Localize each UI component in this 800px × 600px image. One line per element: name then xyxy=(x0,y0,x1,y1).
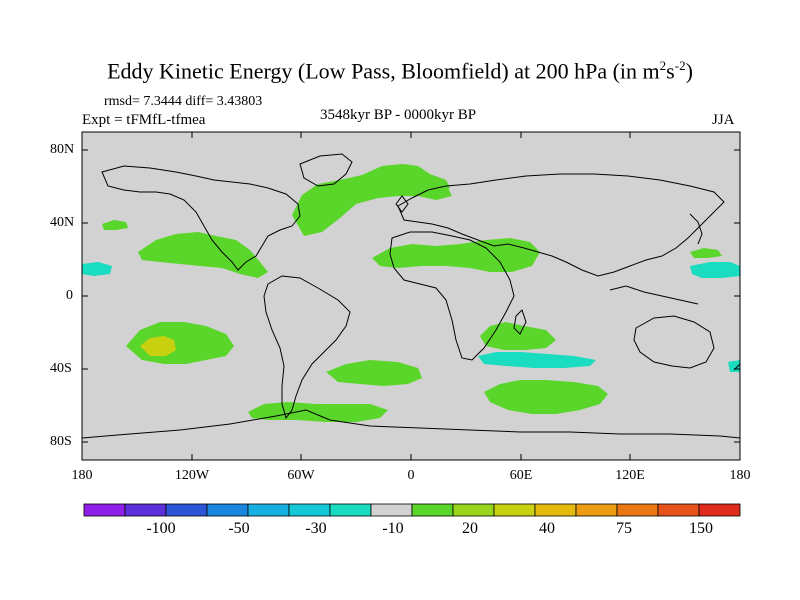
colorbar-swatch xyxy=(698,503,741,517)
lat-label-80s: 80S xyxy=(50,434,72,449)
anomaly-neg-east-pacific xyxy=(82,262,112,276)
lat-label-40s: 40S xyxy=(50,361,72,376)
colorbar-label: -30 xyxy=(305,520,327,537)
lat-label-40n: 40N xyxy=(50,215,75,230)
coast-australia xyxy=(633,315,715,369)
colorbar-label: -50 xyxy=(228,520,250,537)
colorbar xyxy=(83,503,741,517)
colorbar-swatch xyxy=(247,503,290,517)
lon-label-180e: 180 xyxy=(729,468,751,483)
colorbar-swatch xyxy=(452,503,495,517)
colorbar-swatch xyxy=(83,503,126,517)
colorbar-label: -100 xyxy=(146,520,176,537)
colorbar-swatch xyxy=(575,503,618,517)
coast-africa xyxy=(389,231,515,361)
anomaly-south-indian xyxy=(484,380,608,414)
axis-ticks xyxy=(81,132,741,460)
colorbar-swatch xyxy=(370,503,413,517)
colorbar-label: 75 xyxy=(616,520,632,537)
lat-label-80n: 80N xyxy=(50,142,75,157)
anomaly-neg-south-indian xyxy=(478,352,596,368)
colorbar-label: -10 xyxy=(382,520,404,537)
lon-label-120w: 120W xyxy=(174,468,210,483)
map-title: Eddy Kinetic Energy (Low Pass, Bloomfiel… xyxy=(107,58,693,84)
colorbar-swatch xyxy=(329,503,372,517)
anomaly-north-pacific-small xyxy=(102,220,128,230)
coast-japan xyxy=(689,213,703,245)
colorbar-swatch xyxy=(411,503,454,517)
lon-label-180w: 180 xyxy=(71,468,93,483)
anomaly-south-atlantic xyxy=(326,360,422,386)
anomaly-neg-west-pacific xyxy=(690,262,740,278)
lat-label-0: 0 xyxy=(66,288,73,303)
anomaly-north-eurasia xyxy=(376,164,450,192)
coast-eurasia xyxy=(397,173,725,277)
coast-greenland xyxy=(299,153,353,187)
stats-text: rmsd= 7.3444 diff= 3.43803 xyxy=(104,94,263,109)
anomaly-west-pacific-north xyxy=(690,248,722,258)
coast-south-america xyxy=(263,275,351,420)
season-label: JJA xyxy=(712,112,735,128)
colorbar-swatch xyxy=(288,503,331,517)
lon-label-60e: 60E xyxy=(509,468,533,483)
coastlines xyxy=(82,153,740,439)
colorbar-swatch xyxy=(657,503,700,517)
anomaly-subtropical-jet xyxy=(372,238,540,272)
colorbar-label: 20 xyxy=(462,520,478,537)
colorbar-swatch xyxy=(616,503,659,517)
colorbar-swatch xyxy=(165,503,208,517)
anomaly-southern-ocean xyxy=(248,402,388,422)
colorbar-swatch xyxy=(493,503,536,517)
anomaly-africa-south xyxy=(480,322,556,350)
lon-label-60w: 60W xyxy=(287,468,315,483)
coast-indonesia xyxy=(609,285,699,305)
coast-antarctica xyxy=(82,409,740,439)
period-label: 3548kyr BP - 0000kyr BP xyxy=(320,107,477,123)
lon-label-0: 0 xyxy=(407,468,415,483)
experiment-label: Expt = tFMfL-tfmea xyxy=(82,112,206,128)
colorbar-label: 150 xyxy=(689,520,713,537)
colorbar-swatch xyxy=(206,503,249,517)
coast-madagascar xyxy=(513,309,527,335)
colorbar-swatch xyxy=(124,503,167,517)
colorbar-swatch xyxy=(534,503,577,517)
coast-north-america xyxy=(101,165,301,271)
coast-uk xyxy=(395,195,409,213)
lon-label-120e: 120E xyxy=(615,468,645,483)
anomaly-south-pacific-core xyxy=(140,336,176,356)
colorbar-label: 40 xyxy=(539,520,555,537)
